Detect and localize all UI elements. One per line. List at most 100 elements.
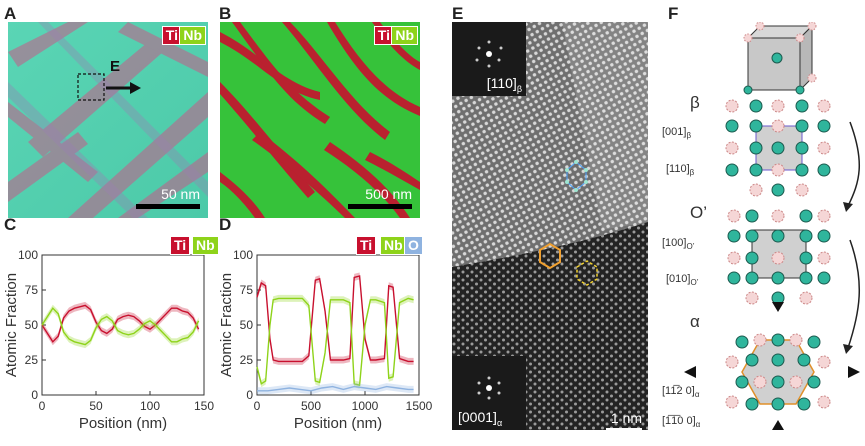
alpha-hexagon xyxy=(741,339,815,405)
atom xyxy=(727,251,741,265)
fft-pattern-bottom xyxy=(477,376,501,400)
fft-inset-top: [110]β xyxy=(452,22,526,96)
x-tick-label: 150 xyxy=(194,399,214,413)
y-tick-label: 50 xyxy=(240,318,254,332)
beta-direction-2: [110]β xyxy=(666,163,695,177)
atom xyxy=(749,183,763,197)
alpha-direction-2: [1̅1̅0 0]α xyxy=(662,415,701,429)
atom xyxy=(771,271,785,285)
o-prime-direction-1: [100]O’ xyxy=(662,237,695,251)
atom xyxy=(817,163,831,177)
x-tick-label: 100 xyxy=(140,399,160,413)
legend-ti-chip: Ti xyxy=(170,236,191,255)
scale-bar-e-label: 1 nm xyxy=(610,410,642,426)
atom xyxy=(817,229,831,243)
y-tick-label: 25 xyxy=(25,353,39,367)
panel-c-label: C xyxy=(4,215,17,234)
legend-ti-chip: Ti xyxy=(161,26,182,45)
panel-e-hrtem-image: [110]β [0001]α 1 nm xyxy=(452,22,648,430)
y-tick-label: 75 xyxy=(240,283,254,297)
atom xyxy=(725,119,739,133)
x-tick-label: 1000 xyxy=(352,399,379,413)
atom xyxy=(771,209,785,223)
atom xyxy=(795,99,809,113)
atom xyxy=(745,271,759,285)
atom xyxy=(735,375,749,389)
scale-bar-a-line xyxy=(136,204,200,209)
atom xyxy=(771,333,785,347)
y-tick-label: 100 xyxy=(233,248,253,262)
atom xyxy=(817,395,831,409)
series-uncertainty-band xyxy=(257,294,414,389)
fft-bottom-phase: α xyxy=(496,418,503,428)
atom xyxy=(725,141,739,155)
plot-frame xyxy=(256,254,420,396)
legend-nb-chip: Nb xyxy=(179,26,206,45)
legend-o-chip: O xyxy=(404,236,423,255)
legend-nb-chip: Nb xyxy=(391,26,418,45)
legend-ti-chip: Ti xyxy=(373,26,394,45)
atom xyxy=(789,333,803,347)
y-axis-label: Atomic Fraction xyxy=(3,273,20,377)
x-tick-label: 500 xyxy=(301,399,321,413)
atom xyxy=(771,183,785,197)
atom xyxy=(745,353,759,367)
atom xyxy=(749,141,763,155)
atom xyxy=(807,375,821,389)
y-axis-label: Atomic Fraction xyxy=(218,273,235,377)
legend-ti-chip: Ti xyxy=(356,236,377,255)
beta-direction-1: [001]β xyxy=(662,126,691,140)
series-line-ti xyxy=(41,304,200,343)
atom xyxy=(727,229,741,243)
fft-pattern-top xyxy=(475,40,503,68)
atom xyxy=(797,397,811,411)
panel-c-line-chart: 0 25 50 75 100 0 50 100 150 Position (nm) Atomic F… xyxy=(3,248,214,432)
atom xyxy=(727,271,741,285)
atom xyxy=(795,163,809,177)
panel-b-label: B xyxy=(219,4,232,23)
strain-arrow-down xyxy=(772,302,784,312)
eds-map-b-image xyxy=(220,22,420,218)
phase-alpha-label: α xyxy=(690,312,700,331)
y-tick-label: 0 xyxy=(31,388,38,402)
atom xyxy=(771,353,785,367)
panel-b-eds-map: Ti Nb 500 nm xyxy=(220,22,420,218)
atom xyxy=(817,99,831,113)
panel-e-label: E xyxy=(452,4,464,23)
atom xyxy=(725,355,739,369)
atom xyxy=(753,375,767,389)
atom xyxy=(745,397,759,411)
atom xyxy=(771,141,785,155)
legend-nb-chip: Nb xyxy=(192,236,219,255)
atom xyxy=(799,251,813,265)
series-line-ti xyxy=(256,275,414,363)
atom xyxy=(797,353,811,367)
atom xyxy=(817,271,831,285)
legend-nb-chip: Nb xyxy=(380,236,407,255)
scale-bar-b: 500 nm xyxy=(348,186,412,209)
fft-inset-bottom: [0001]α xyxy=(452,356,526,430)
fft-top-phase: β xyxy=(516,84,522,94)
scale-bar-e-line xyxy=(606,428,642,430)
atom xyxy=(817,119,831,133)
scale-bar-a-label: 50 nm xyxy=(161,186,200,202)
fft-bottom-zone-axis: [0001]α xyxy=(458,409,502,428)
y-tick-label: 25 xyxy=(240,353,254,367)
series-line-nb xyxy=(256,297,414,387)
y-tick-label: 75 xyxy=(25,283,39,297)
atom xyxy=(795,183,809,197)
eds-map-a-image xyxy=(8,22,208,218)
atom xyxy=(725,99,739,113)
plot-frame xyxy=(41,254,205,396)
panel-d-label: D xyxy=(219,215,232,234)
alpha-direction-1: [11̅2 0]α xyxy=(662,385,700,399)
inset-e-marker: E xyxy=(110,58,121,75)
fft-bottom-index: [0001] xyxy=(458,409,497,426)
y-tick-label: 100 xyxy=(18,248,38,262)
atom xyxy=(749,99,763,113)
transform-arrow-1 xyxy=(847,121,860,207)
atom xyxy=(771,163,785,177)
atom xyxy=(725,395,739,409)
series-line-nb xyxy=(41,307,200,346)
